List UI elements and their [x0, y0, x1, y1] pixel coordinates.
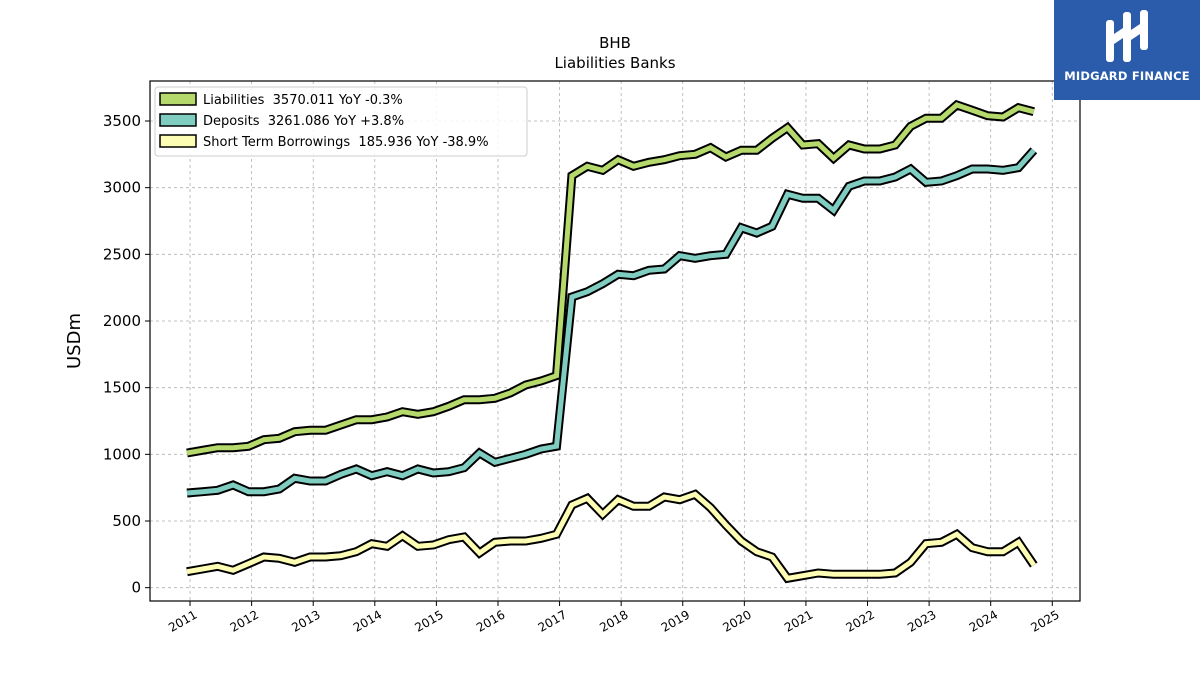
series-line-deposits — [186, 148, 1036, 496]
legend-swatch-short-term-borrowings — [159, 134, 197, 148]
legend-label-short-term-borrowings: Short Term Borrowings 185.936 YoY -38.9% — [203, 135, 489, 150]
x-tick-label: 2017 — [536, 607, 569, 634]
x-tick-label: 2014 — [351, 607, 384, 634]
x-tick-label: 2016 — [474, 607, 507, 634]
y-tick-label: 3500 — [103, 112, 141, 130]
y-tick-label: 2500 — [103, 245, 141, 263]
y-tick-label: 500 — [112, 512, 141, 530]
series-outline-deposits — [186, 147, 1038, 498]
legend-swatch-liabilities — [159, 92, 197, 106]
x-tick-label: 2025 — [1028, 607, 1061, 634]
x-tick-label: 2013 — [289, 607, 322, 634]
legend-box — [154, 86, 528, 157]
y-axis-ticks: 0 500 1000 1500 2000 2500 3000 3500 — [103, 112, 150, 597]
legend: Liabilities 3570.011 YoY -0.3% Deposits … — [154, 86, 528, 157]
x-tick-label: 2018 — [597, 607, 630, 634]
x-tick-label: 2024 — [967, 607, 1000, 634]
legend-label-liabilities: Liabilities 3570.011 YoY -0.3% — [203, 93, 403, 108]
legend-label-deposits: Deposits 3261.086 YoY +3.8% — [203, 114, 404, 129]
x-tick-label: 2021 — [782, 607, 815, 634]
y-tick-label: 0 — [131, 579, 141, 597]
chart-subtitle: Liabilities Banks — [554, 54, 675, 72]
x-tick-label: 2020 — [720, 607, 753, 634]
series-line-short-term-borrowings — [186, 491, 1036, 582]
legend-swatch-deposits — [159, 113, 197, 127]
x-axis-ticks: 2011 2012 2013 2014 2015 2016 2017 2018 2019 2020… — [166, 601, 1062, 635]
y-tick-label: 2000 — [103, 312, 141, 330]
y-tick-label: 3000 — [103, 179, 141, 197]
x-tick-label: 2022 — [844, 607, 877, 634]
y-axis-label: USDm — [64, 313, 85, 369]
series-lines — [186, 99, 1038, 584]
x-tick-label: 2023 — [905, 607, 938, 634]
x-tick-label: 2012 — [228, 607, 261, 634]
brand-name: MIDGARD FINANCE — [1064, 69, 1190, 83]
series-line-liabilities — [186, 102, 1035, 456]
x-tick-label: 2011 — [166, 607, 199, 634]
plot-frame — [149, 80, 1081, 602]
brand-mark-icon — [1106, 10, 1148, 62]
y-tick-label: 1500 — [103, 379, 141, 397]
y-tick-label: 1000 — [103, 445, 141, 463]
x-tick-label: 2015 — [412, 607, 445, 634]
chart-title: BHB — [599, 34, 631, 52]
brand-logo: MIDGARD FINANCE — [1054, 0, 1200, 100]
x-tick-label: 2019 — [659, 607, 692, 634]
